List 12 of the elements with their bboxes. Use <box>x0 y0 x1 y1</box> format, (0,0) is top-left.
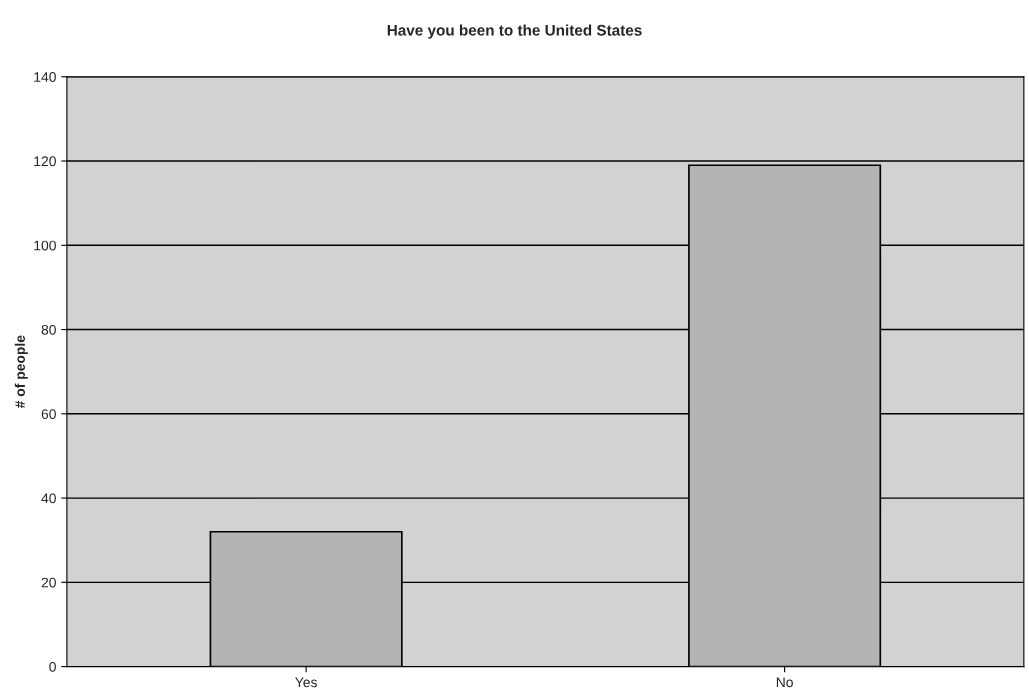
y-tick-label: 60 <box>41 409 56 419</box>
y-tick-label: 0 <box>49 661 56 672</box>
y-tick-label: 40 <box>41 493 56 504</box>
y-tick-label: 140 <box>34 72 56 82</box>
y-tick-label: 100 <box>34 240 56 251</box>
x-tick-label: Yes <box>295 677 317 688</box>
x-tick-label: No <box>776 677 793 688</box>
y-tick-label: 80 <box>41 324 56 335</box>
y-axis-title: # of people <box>14 335 28 409</box>
y-tick-label: 120 <box>34 156 56 167</box>
y-tick-label: 20 <box>41 577 56 588</box>
chart-title: Have you been to the United States <box>387 24 642 39</box>
